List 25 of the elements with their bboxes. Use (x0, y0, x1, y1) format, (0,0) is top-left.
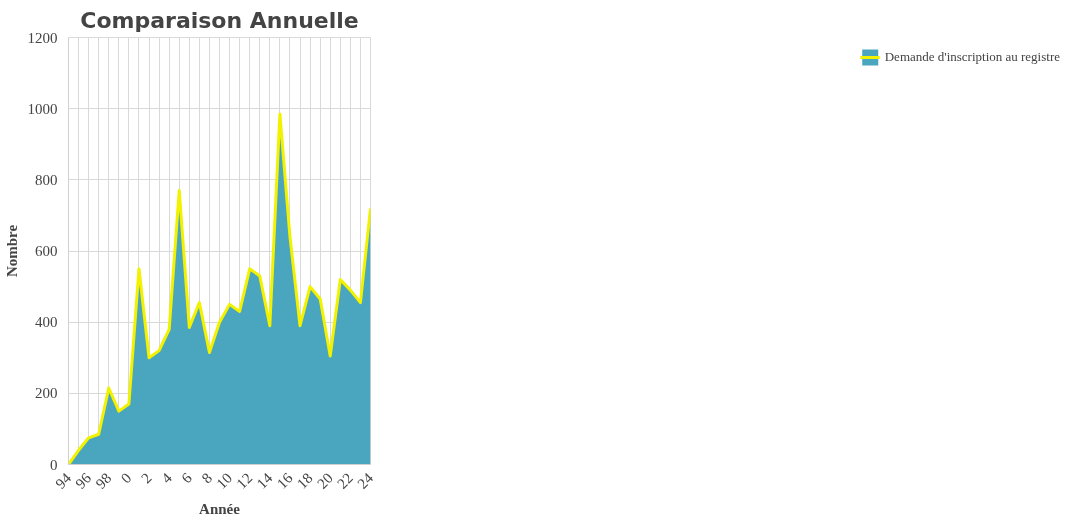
x-tick-label: 96 (72, 469, 95, 492)
y-tick-label: 600 (35, 243, 58, 259)
y-tick-label: 1200 (27, 29, 58, 46)
x-tick-label: 2 (138, 469, 155, 487)
x-tick-label: 14 (253, 469, 276, 492)
x-axis-title: Année (199, 501, 241, 518)
x-tick-label: 16 (273, 469, 296, 492)
x-tick-label: 18 (293, 469, 316, 492)
x-tick-label: 98 (92, 469, 115, 492)
x-tick-label: 24 (354, 469, 377, 492)
x-tick-label: 12 (233, 469, 256, 492)
y-tick-label: 200 (35, 385, 58, 402)
y-tick-label: 400 (35, 314, 58, 331)
x-tick-label: 20 (313, 469, 336, 492)
x-tick-label: 8 (198, 469, 216, 487)
chart-title: Comparaison Annuelle (80, 7, 359, 33)
x-tick-label: 4 (158, 469, 176, 487)
x-tick-label: 22 (334, 469, 357, 492)
x-tick-label: 10 (213, 469, 236, 492)
y-tick-label: 800 (35, 171, 58, 188)
y-tick-label: 1000 (27, 100, 58, 117)
x-tick-label: 0 (117, 469, 135, 487)
y-axis-title: Nombre (3, 224, 20, 278)
legend-label: Demande d'inscription au registre (884, 49, 1060, 65)
x-tick-label: 6 (178, 469, 196, 487)
